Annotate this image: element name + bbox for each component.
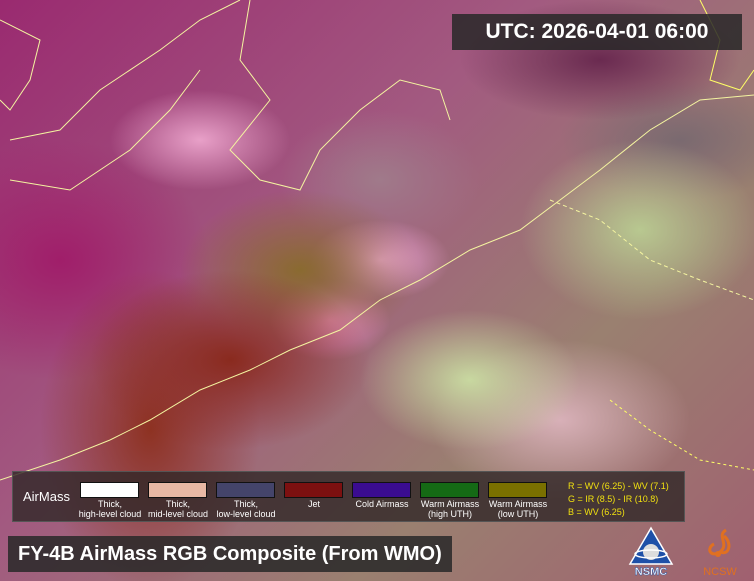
legend-label: Jet <box>264 499 364 509</box>
legend-label-line1: Thick, <box>233 499 258 509</box>
legend-swatch <box>420 482 479 498</box>
legend-swatch <box>80 482 139 498</box>
legend-swatch <box>488 482 547 498</box>
legend-label-line2: low-level cloud <box>216 509 276 519</box>
airmass-legend: AirMass Thick, high-level cloud Thick, mid-… <box>12 471 685 522</box>
legend-label: Cold Airmass <box>332 499 432 509</box>
formula-g: G = IR (8.5) - IR (10.8) <box>568 494 659 504</box>
legend-label: Thick, mid-level cloud <box>128 499 228 519</box>
legend-swatch <box>284 482 343 498</box>
legend-label-line1: Cold Airmass <box>355 499 409 509</box>
legend-label-line1: Jet <box>307 499 320 509</box>
legend-swatch <box>148 482 207 498</box>
rgb-formula: R = WV (6.25) - WV (7.1) G = IR (8.5) - … <box>568 480 669 519</box>
legend-label: Warm Airmass (low UTH) <box>468 499 568 519</box>
legend-label: Thick, high-level cloud <box>60 499 160 519</box>
legend-label-line1: Warm Airmass <box>420 499 480 509</box>
legend-label: Thick, low-level cloud <box>196 499 296 519</box>
legend-swatch <box>216 482 275 498</box>
legend-label-line2: high-level cloud <box>78 509 142 519</box>
formula-b: B = WV (6.25) <box>568 507 625 517</box>
legend-label-line2: mid-level cloud <box>147 509 209 519</box>
legend-title: AirMass <box>23 489 70 504</box>
svg-text:NSMC: NSMC <box>635 566 667 576</box>
legend-label-line2: (high UTH) <box>427 509 472 519</box>
product-title: FY-4B AirMass RGB Composite (From WMO) <box>8 536 452 572</box>
legend-label-line1: Warm Airmass <box>488 499 548 509</box>
legend-label-line1: Thick, <box>165 499 190 509</box>
ncsw-logo: NCSW <box>703 528 737 578</box>
formula-r: R = WV (6.25) - WV (7.1) <box>568 481 669 491</box>
legend-label-line2: (low UTH) <box>497 509 539 519</box>
utc-timestamp: UTC: 2026-04-01 06:00 <box>452 14 742 50</box>
legend-swatch <box>352 482 411 498</box>
nsmc-logo: NSMC <box>628 526 674 576</box>
legend-label-line1: Thick, <box>97 499 122 509</box>
legend-label: Warm Airmass (high UTH) <box>400 499 500 519</box>
svg-text:NCSW: NCSW <box>703 566 737 578</box>
